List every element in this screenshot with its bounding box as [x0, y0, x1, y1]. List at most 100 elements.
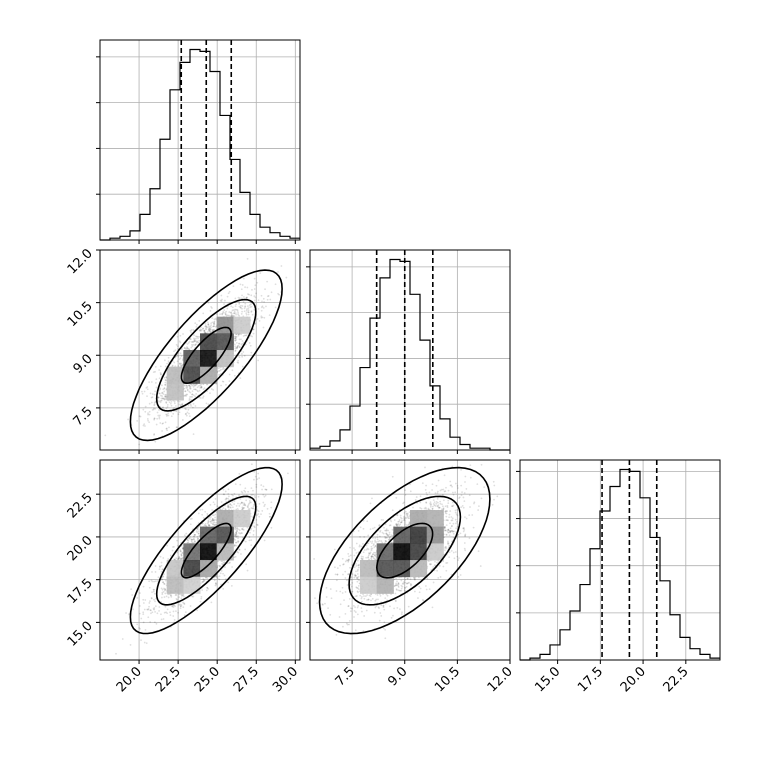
- scatter-point: [193, 388, 195, 391]
- scatter-point: [228, 508, 230, 511]
- scatter-point: [165, 402, 168, 404]
- scatter-point: [207, 523, 210, 526]
- scatter-point: [253, 478, 255, 481]
- scatter-point: [351, 607, 354, 610]
- scatter-point: [185, 532, 188, 535]
- scatter-point: [186, 343, 189, 345]
- scatter-point: [237, 342, 240, 345]
- scatter-point: [219, 313, 221, 316]
- scatter-point: [220, 300, 223, 302]
- scatter-point: [180, 554, 183, 556]
- scatter-point: [247, 504, 250, 507]
- scatter-point: [196, 535, 199, 538]
- scatter-point: [178, 358, 181, 361]
- scatter-point: [214, 516, 217, 519]
- scatter-point: [257, 299, 260, 302]
- scatter-point: [164, 592, 167, 595]
- scatter-point: [161, 392, 163, 395]
- scatter-point: [211, 321, 214, 324]
- scatter-point: [223, 493, 226, 496]
- scatter-point: [234, 544, 236, 547]
- scatter-point: [182, 601, 184, 604]
- scatter-point: [189, 329, 192, 332]
- scatter-point: [208, 327, 211, 329]
- scatter-point: [190, 541, 193, 543]
- scatter-point: [213, 519, 216, 522]
- scatter-point: [235, 530, 238, 533]
- scatter-point: [192, 433, 195, 436]
- scatter-point: [180, 404, 182, 406]
- scatter-point: [191, 343, 193, 346]
- density-block: [183, 560, 201, 578]
- scatter-point: [368, 594, 371, 597]
- scatter-point: [183, 602, 185, 605]
- scatter-point: [224, 566, 226, 568]
- scatter-point: [194, 344, 196, 347]
- scatter-point: [238, 505, 241, 507]
- scatter-point: [254, 475, 257, 478]
- scatter-point: [189, 523, 192, 526]
- scatter-point: [220, 501, 223, 503]
- scatter-point: [121, 638, 124, 640]
- scatter-point: [180, 604, 183, 607]
- scatter-point: [229, 311, 232, 314]
- scatter-point: [153, 404, 156, 407]
- scatter-point: [198, 335, 201, 338]
- scatter-point: [241, 340, 244, 342]
- scatter-point: [142, 598, 145, 601]
- scatter-point: [248, 539, 251, 542]
- scatter-point: [161, 397, 164, 400]
- scatter-point: [142, 613, 145, 616]
- scatter-point: [163, 582, 165, 585]
- scatter-point: [166, 413, 168, 416]
- scatter-point: [244, 487, 247, 490]
- scatter-point: [259, 272, 262, 275]
- scatter-point: [211, 329, 214, 331]
- scatter-point: [247, 307, 250, 310]
- scatter-point: [226, 295, 229, 298]
- scatter-point: [256, 318, 259, 320]
- scatter-point: [265, 488, 268, 491]
- scatter-point: [225, 314, 228, 317]
- scatter-point: [234, 339, 237, 342]
- scatter-point: [165, 401, 168, 403]
- scatter-point: [214, 582, 217, 585]
- scatter-point: [179, 603, 182, 606]
- scatter-point: [382, 604, 385, 607]
- scatter-point: [244, 334, 247, 337]
- scatter-point: [208, 329, 211, 331]
- scatter-point: [454, 509, 457, 512]
- scatter-point: [206, 577, 209, 580]
- scatter-point: [250, 507, 253, 509]
- scatter-point: [365, 609, 368, 612]
- scatter-point: [192, 385, 195, 388]
- contour-line: [180, 522, 232, 579]
- scatter-point: [234, 349, 237, 352]
- scatter-point: [181, 403, 183, 406]
- scatter-point: [260, 315, 263, 318]
- scatter-point: [237, 540, 239, 543]
- scatter-point: [243, 307, 246, 310]
- scatter-point: [158, 610, 160, 612]
- scatter-point: [177, 348, 179, 350]
- scatter-point: [167, 593, 169, 596]
- scatter-point: [186, 539, 189, 541]
- scatter-point: [142, 602, 145, 604]
- scatter-point: [187, 348, 190, 350]
- scatter-point: [195, 337, 197, 340]
- scatter-point: [171, 604, 174, 607]
- contour-line: [129, 466, 283, 635]
- scatter-point: [237, 535, 239, 538]
- scatter-point: [262, 493, 265, 496]
- scatter-point: [196, 528, 199, 531]
- scatter-point: [189, 338, 192, 341]
- scatter-point: [175, 610, 177, 613]
- scatter-point: [186, 347, 189, 350]
- scatter-point: [210, 305, 212, 308]
- scatter-point: [164, 393, 167, 396]
- scatter-point: [347, 573, 349, 576]
- scatter-point: [179, 605, 182, 608]
- scatter-point: [223, 303, 225, 305]
- scatter-point: [187, 539, 190, 542]
- scatter-point: [174, 349, 177, 352]
